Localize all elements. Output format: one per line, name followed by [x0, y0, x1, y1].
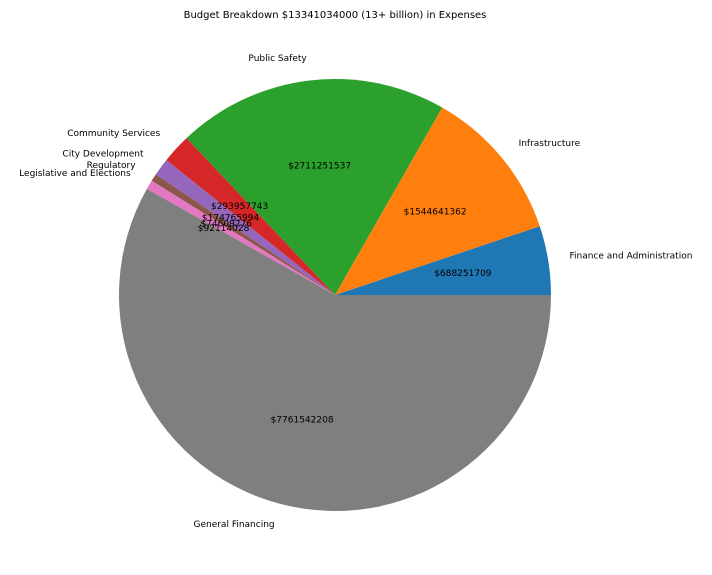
- pie-value-label: $7761542208: [271, 415, 334, 425]
- pie-slice-finance-and-administration: [335, 226, 551, 295]
- chart-title: Budget Breakdown $13341034000 (13+ billi…: [184, 10, 487, 21]
- pie-slice-infrastructure: [335, 107, 540, 295]
- pie-slice-public-safety: [186, 78, 443, 296]
- pie-slice-label: General Financing: [193, 520, 274, 530]
- pie-value-label: $688251709: [434, 269, 492, 279]
- pie-value-label: $2711251537: [288, 161, 351, 171]
- pie-slice-city-development: [155, 160, 335, 295]
- pie-slice-label: Community Services: [67, 129, 160, 139]
- pie-slice-label: City Development: [62, 149, 144, 159]
- pie-slice-regulatory: [151, 174, 335, 295]
- pie-slice-labels: Finance and Administration Infrastructure…: [19, 54, 692, 530]
- pie-value-label: $174765994: [202, 213, 260, 223]
- pie-value-label: $293957743: [211, 202, 268, 212]
- pie-slice-general-financing: [119, 188, 552, 511]
- pie-slice-label: Legislative and Elections: [19, 169, 131, 179]
- pie-value-label: $1544641362: [404, 208, 467, 218]
- pie-slice-legislative-and-elections: [146, 180, 335, 295]
- pie-slice-label: Public Safety: [248, 54, 307, 64]
- pie-slice-label: Finance and Administration: [569, 252, 692, 262]
- pie-value-labels: $688251709 $1544641362 $2711251537 $2939577…: [198, 161, 492, 425]
- pie-slice-label: Regulatory: [87, 161, 137, 171]
- pie-value-label: $74609276: [200, 220, 252, 230]
- pie-slice-label: Infrastructure: [519, 139, 581, 149]
- pie-slice-community-services: [166, 138, 335, 295]
- pie-slices: [119, 78, 552, 511]
- pie-value-label: $92114028: [198, 224, 250, 234]
